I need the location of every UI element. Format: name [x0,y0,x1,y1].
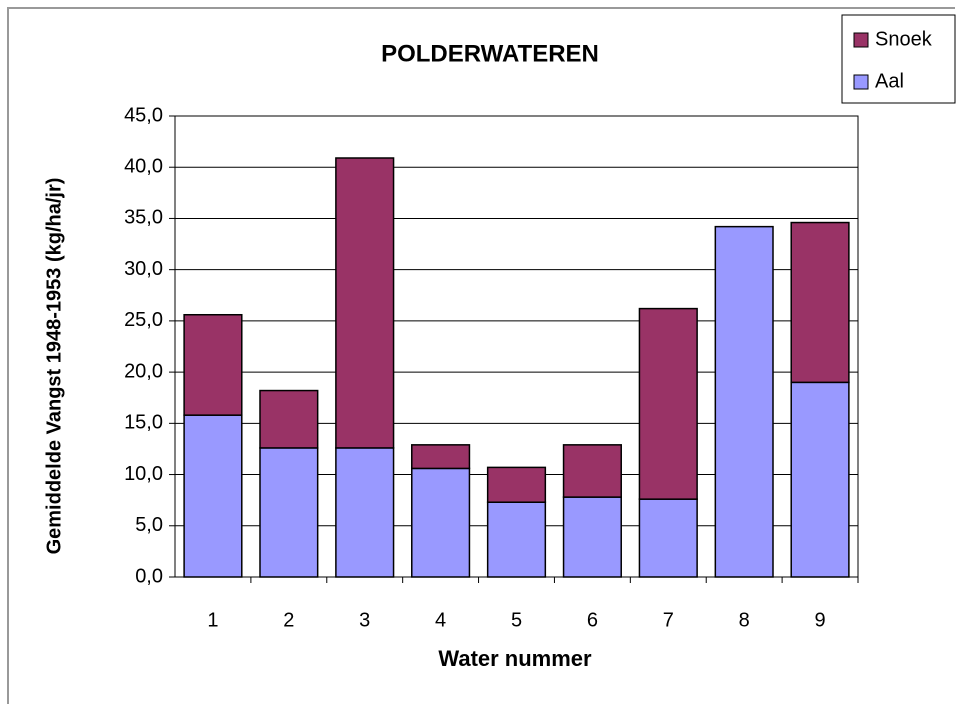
bar-segment [411,444,471,470]
bar-segment [790,381,850,578]
x-tick-label: 9 [814,609,825,631]
chart-title: POLDERWATEREN [381,40,599,67]
bar-segment [562,444,622,498]
y-axis-label: Gemiddelde Vangst 1948-1953 (kg/ha/jr) [43,178,65,555]
legend-swatch [853,32,869,48]
y-tick-label: 40,0 [124,156,163,178]
bar-segment [486,466,547,503]
bar-segment [335,447,395,578]
x-tick-label: 3 [359,609,370,631]
bar-segment [790,221,850,384]
bar-segment [259,447,319,578]
frame [7,7,955,704]
x-tick-label: 5 [511,609,522,631]
bar-segment [638,498,698,578]
x-tick-label: 6 [587,609,598,631]
bar-segment [259,389,319,449]
y-tick-label: 45,0 [124,104,163,126]
legend-box [841,14,956,104]
y-tick-label: 10,0 [124,463,163,485]
y-tick-label: 25,0 [124,309,163,331]
bar-segment [335,157,395,449]
y-tick-label: 5,0 [135,514,163,536]
legend-label: Aal [875,70,904,92]
bar-segment [183,313,243,416]
bar-segment [183,414,243,578]
bar-segment [562,496,622,578]
x-tick-label: 4 [435,609,446,631]
y-tick-label: 15,0 [124,412,163,434]
x-tick-label: 7 [663,609,674,631]
y-tick-label: 35,0 [124,207,163,229]
bar-segment [714,225,774,578]
bar-segment [638,307,698,500]
bar-segment [411,467,471,578]
bar-segment [486,501,547,578]
legend-swatch [853,74,869,90]
y-tick-label: 0,0 [135,565,163,587]
y-tick-label: 20,0 [124,360,163,382]
x-axis-label: Water nummer [438,646,592,671]
x-tick-label: 1 [207,609,218,631]
x-tick-label: 2 [283,609,294,631]
legend-label: Snoek [875,28,933,50]
x-tick-label: 8 [739,609,750,631]
y-tick-label: 30,0 [124,258,163,280]
